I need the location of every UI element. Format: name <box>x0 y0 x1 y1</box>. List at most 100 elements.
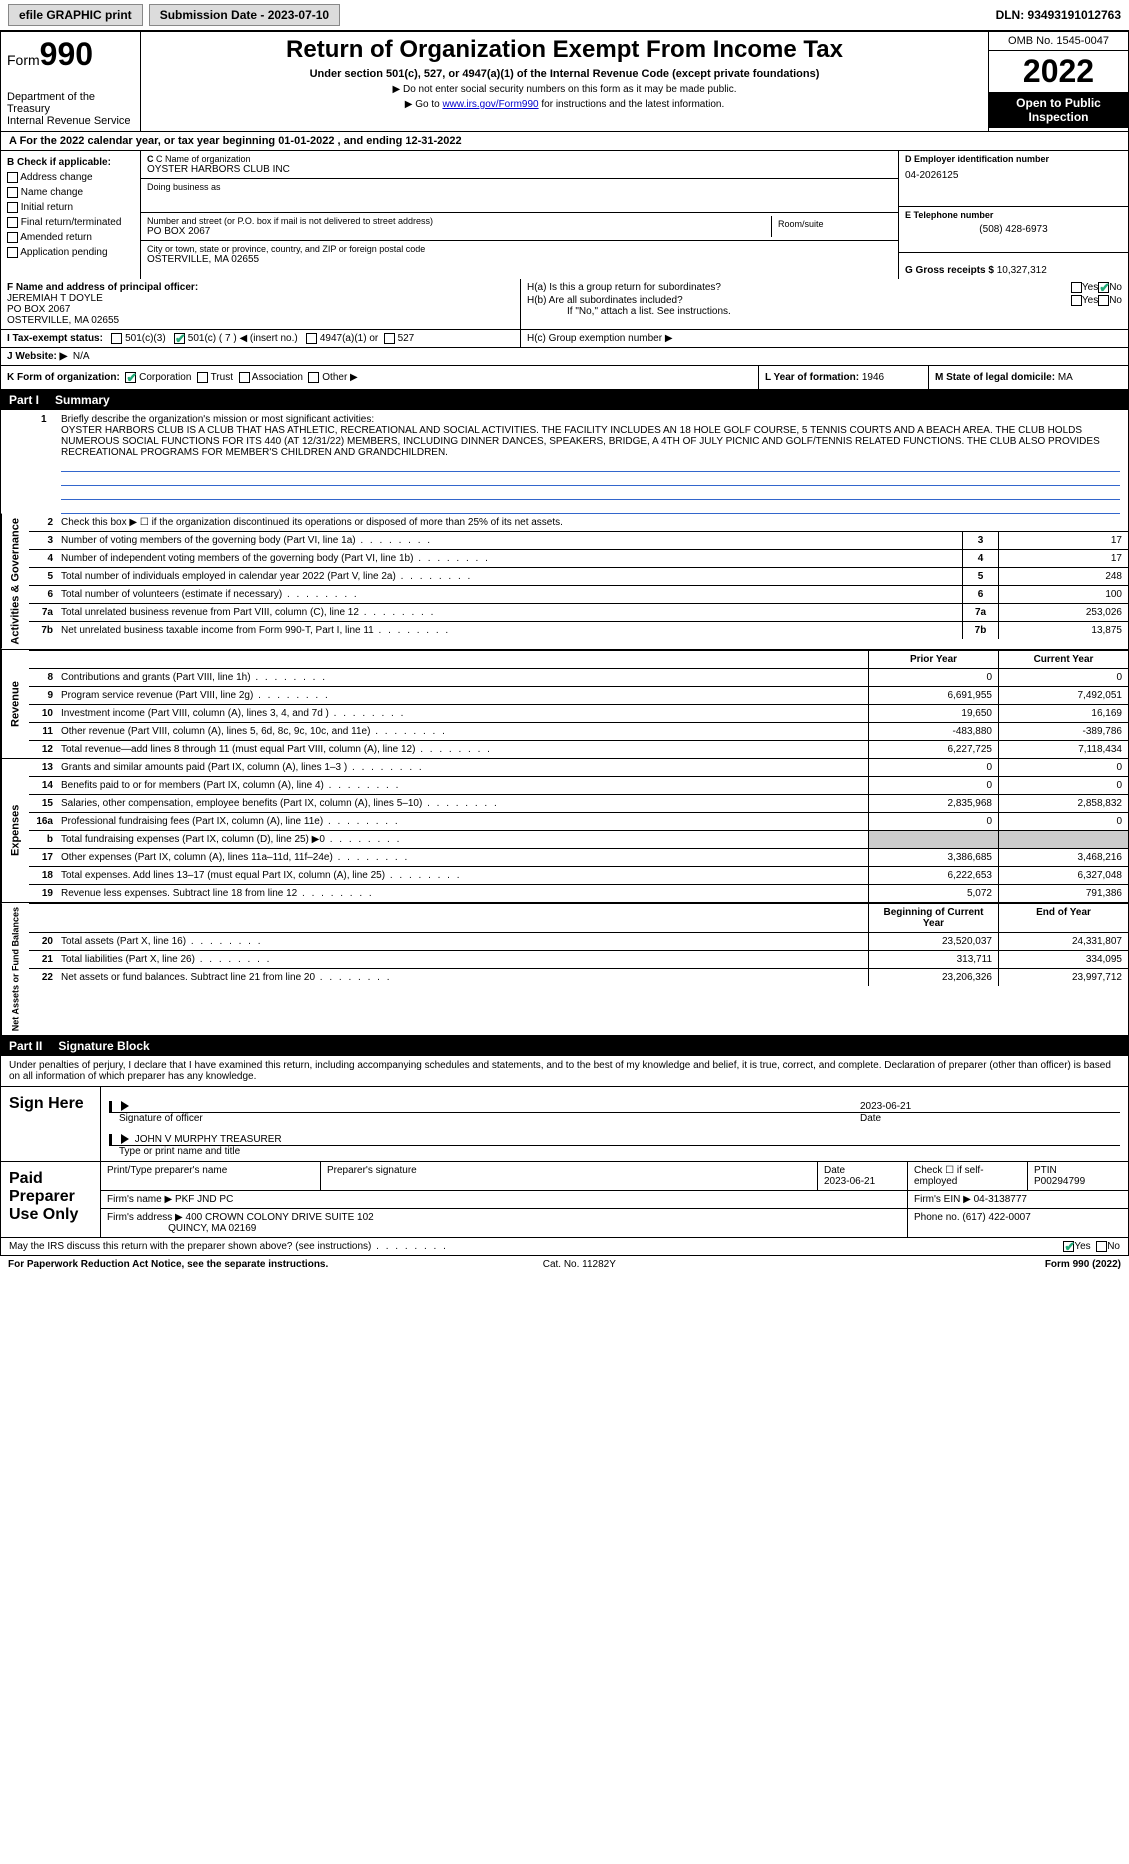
chk-discuss-yes[interactable] <box>1063 1241 1074 1252</box>
mission-block: 1 Briefly describe the organization's mi… <box>0 410 1129 514</box>
lbl-association: Association <box>252 372 303 383</box>
form-of-org: K Form of organization: Corporation Trus… <box>1 366 758 389</box>
form-word: Form <box>7 52 40 68</box>
tel-value: (508) 428-6973 <box>905 224 1122 235</box>
lbl-name-change: Name change <box>21 187 83 198</box>
sig-marker-icon <box>121 1134 129 1144</box>
firm-phone-value: (617) 422-0007 <box>962 1212 1030 1223</box>
submission-date: Submission Date - 2023-07-10 <box>149 4 340 26</box>
line-6: 6Total number of volunteers (estimate if… <box>29 585 1128 603</box>
officer-label: F Name and address of principal officer: <box>7 282 198 293</box>
discuss-yes: Yes <box>1074 1241 1090 1252</box>
lbl-501c: 501(c) ( 7 ) ◀ (insert no.) <box>188 333 298 344</box>
chk-527[interactable] <box>384 333 395 344</box>
chk-other[interactable] <box>308 372 319 383</box>
hb-note: If "No," attach a list. See instructions… <box>567 306 1122 317</box>
side-label-revenue: Revenue <box>1 650 29 758</box>
part1-title: Summary <box>55 393 110 407</box>
chk-final-return[interactable] <box>7 217 18 228</box>
chk-501c[interactable] <box>174 333 185 344</box>
part2-header: Part II Signature Block <box>0 1036 1129 1056</box>
lbl-other: Other ▶ <box>322 372 357 383</box>
chk-ha-no[interactable] <box>1098 282 1109 293</box>
chk-501c3[interactable] <box>111 333 122 344</box>
side-label-ag: Activities & Governance <box>1 514 29 649</box>
header-left: Form990 Department of the Treasury Inter… <box>1 32 141 131</box>
note-link-pre: ▶ Go to <box>405 99 443 110</box>
firm-name-value: PKF JND PC <box>175 1194 233 1205</box>
firm-phone-label: Phone no. <box>914 1212 960 1223</box>
sign-name-label: Type or print name and title <box>109 1146 1120 1157</box>
chk-trust[interactable] <box>197 372 208 383</box>
discuss-no: No <box>1107 1241 1120 1252</box>
chk-4947[interactable] <box>306 333 317 344</box>
chk-hb-no[interactable] <box>1098 295 1109 306</box>
gross-value: 10,327,312 <box>997 265 1047 276</box>
chk-corporation[interactable] <box>125 372 136 383</box>
line-11: 11Other revenue (Part VIII, column (A), … <box>29 722 1128 740</box>
chk-discuss-no[interactable] <box>1096 1241 1107 1252</box>
dept-treasury: Department of the Treasury <box>7 91 134 115</box>
mission-num: 1 <box>41 414 47 425</box>
sign-date-value: 2023-06-21 <box>860 1101 1120 1112</box>
chk-ha-yes[interactable] <box>1071 282 1082 293</box>
line-9: 9Program service revenue (Part VIII, lin… <box>29 686 1128 704</box>
addr-value: PO BOX 2067 <box>147 226 771 237</box>
section-bcdg: B Check if applicable: Address change Na… <box>0 151 1129 279</box>
form-subtitle: Under section 501(c), 527, or 4947(a)(1)… <box>149 68 980 80</box>
line-16a: 16aProfessional fundraising fees (Part I… <box>29 812 1128 830</box>
form-header: Form990 Department of the Treasury Inter… <box>0 31 1129 132</box>
chk-initial-return[interactable] <box>7 202 18 213</box>
paid-preparer-block: Paid Preparer Use Only Print/Type prepar… <box>0 1162 1129 1238</box>
irs-link[interactable]: www.irs.gov/Form990 <box>442 99 538 110</box>
row-j-website: J Website: ▶ N/A <box>0 348 1129 366</box>
chk-address-change[interactable] <box>7 172 18 183</box>
line-3: 3Number of voting members of the governi… <box>29 531 1128 549</box>
activities-governance: Activities & Governance 2Check this box … <box>0 514 1129 650</box>
sign-name-value: JOHN V MURPHY TREASURER <box>135 1134 282 1145</box>
sig-intro: Under penalties of perjury, I declare th… <box>0 1056 1129 1087</box>
org-name: OYSTER HARBORS CLUB INC <box>147 164 892 175</box>
firm-addr-label: Firm's address ▶ <box>107 1212 183 1223</box>
line-17: 17Other expenses (Part IX, column (A), l… <box>29 848 1128 866</box>
open-to-public: Open to Public Inspection <box>989 92 1128 128</box>
chk-amended-return[interactable] <box>7 232 18 243</box>
note-ssn: ▶ Do not enter social security numbers o… <box>149 84 980 95</box>
line-b: bTotal fundraising expenses (Part IX, co… <box>29 830 1128 848</box>
dln: DLN: 93493191012763 <box>996 8 1121 22</box>
lbl-final-return: Final return/terminated <box>21 217 122 228</box>
group-return: H(a) Is this a group return for subordin… <box>521 279 1128 329</box>
sig-officer-label: Signature of officer <box>109 1113 860 1124</box>
prep-date-label: Date <box>824 1165 845 1176</box>
note-link-post: for instructions and the latest informat… <box>539 99 725 110</box>
chk-association[interactable] <box>239 372 250 383</box>
ptin-value: P00294799 <box>1034 1176 1085 1187</box>
note-link: ▶ Go to www.irs.gov/Form990 for instruct… <box>149 99 980 110</box>
sig-marker-icon <box>121 1101 129 1111</box>
col-b-checkboxes: B Check if applicable: Address change Na… <box>1 151 141 279</box>
prep-date-value: 2023-06-21 <box>824 1176 875 1187</box>
row-i: I Tax-exempt status: 501(c)(3) 501(c) ( … <box>0 330 1129 348</box>
firm-ein-value: 04-3138777 <box>974 1194 1027 1205</box>
line-10: 10Investment income (Part VIII, column (… <box>29 704 1128 722</box>
line-12: 12Total revenue—add lines 8 through 11 (… <box>29 740 1128 758</box>
line-21: 21Total liabilities (Part X, line 26)313… <box>29 950 1128 968</box>
line-20: 20Total assets (Part X, line 16)23,520,0… <box>29 932 1128 950</box>
prep-sig-label: Preparer's signature <box>321 1162 818 1190</box>
col-b-header: B Check if applicable: <box>7 157 111 168</box>
efile-print-button[interactable]: efile GRAPHIC print <box>8 4 143 26</box>
org-name-label: C C Name of organization <box>147 154 892 164</box>
dba-label: Doing business as <box>147 182 892 192</box>
city-label: City or town, state or province, country… <box>147 244 892 254</box>
sign-date-label: Date <box>860 1113 1120 1124</box>
tel-label: E Telephone number <box>905 210 1122 220</box>
ha-label: H(a) Is this a group return for subordin… <box>527 282 1071 293</box>
lbl-application-pending: Application pending <box>20 247 107 258</box>
chk-name-change[interactable] <box>7 187 18 198</box>
chk-application-pending[interactable] <box>7 247 18 258</box>
chk-hb-yes[interactable] <box>1071 295 1082 306</box>
footer-right: Form 990 (2022) <box>1045 1259 1121 1270</box>
hb-yes: Yes <box>1082 295 1098 306</box>
line-22: 22Net assets or fund balances. Subtract … <box>29 968 1128 986</box>
line-8: 8Contributions and grants (Part VIII, li… <box>29 668 1128 686</box>
